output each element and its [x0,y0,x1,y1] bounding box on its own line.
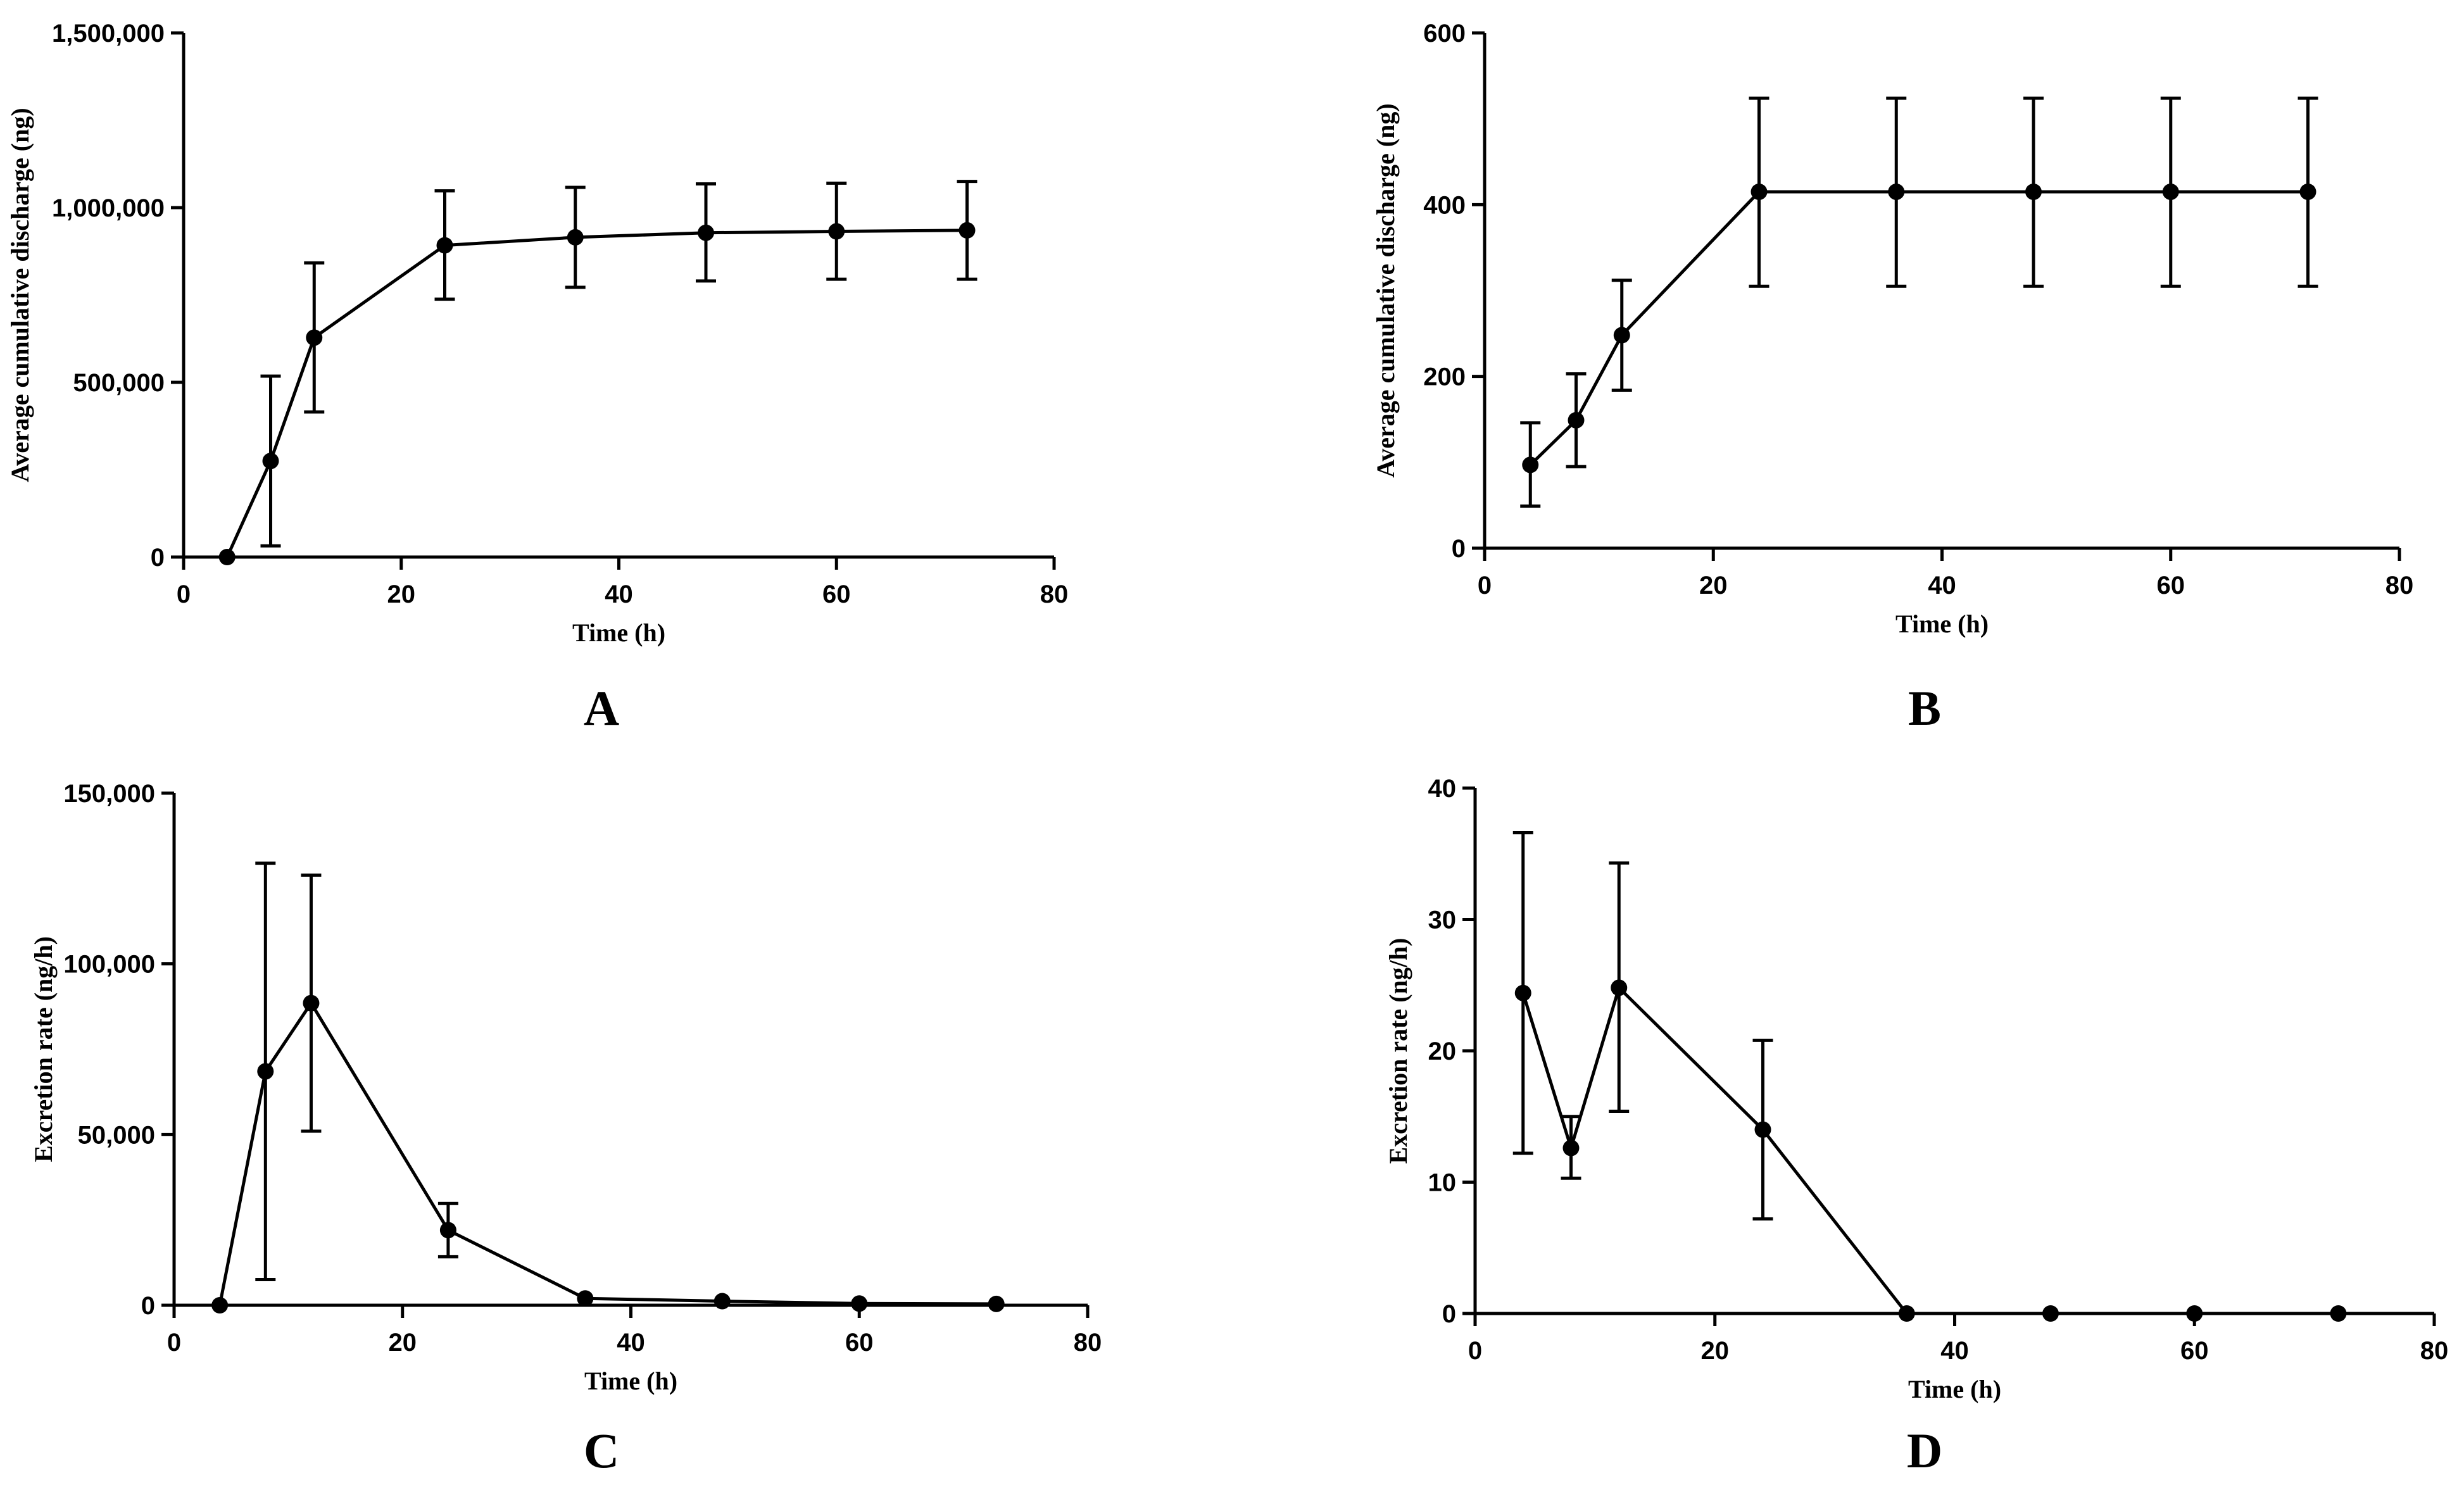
x-tick-label: 60 [2157,572,2185,599]
data-point [1568,411,1585,429]
y-tick-label: 1,000,000 [52,194,165,222]
y-tick-label: 20 [1428,1038,1457,1065]
series-line [1529,190,2308,467]
y-axis-label: Average cumulative discharge (ng) [6,108,34,482]
data-point [1522,456,1539,473]
y-tick-label: 200 [1423,363,1466,391]
data-point [1888,183,1905,200]
chart-panel-a: 0 20 40 60 80 0 500,000 1,000,000 1,500,000 Time … [6,20,1068,736]
data-point [439,1222,456,1239]
y-tick-label: 50,000 [78,1121,155,1149]
x-tick-label: 0 [177,580,191,608]
data-point [2330,1305,2347,1322]
panel-label: B [1908,680,1941,736]
data-point [1514,984,1531,1001]
y-tick-label: 0 [151,544,165,572]
y-tick-label: 150,000 [63,780,155,808]
panel-label: C [584,1423,619,1478]
panel-label: D [1907,1423,1942,1478]
x-tick-label: 80 [1040,580,1069,608]
x-tick-label: 60 [845,1329,874,1357]
chart-panel-d: 0 20 40 60 80 0 10 20 30 40 Time (h) Excretion rate… [1384,775,2448,1478]
series-line [218,1001,996,1306]
x-tick-label: 20 [389,1329,417,1357]
data-point [959,222,976,239]
data-point [2042,1305,2059,1322]
data-point [306,329,323,346]
data-point [436,237,453,254]
data-point [577,1290,594,1307]
data-point [2299,183,2316,200]
data-point [2162,183,2179,200]
x-tick-label: 0 [1478,572,1492,599]
y-axis-label: Excretion rate (ng/h) [1384,938,1412,1164]
y-tick-label: 0 [1452,535,1466,563]
y-tick-label: 0 [141,1292,155,1320]
data-point [828,223,845,240]
data-point [303,994,320,1012]
x-tick-label: 20 [1699,572,1728,599]
x-tick-label: 0 [167,1329,181,1357]
data-point [1754,1121,1771,1138]
y-tick-label: 10 [1428,1169,1457,1197]
x-axis-label: Time (h) [584,1367,677,1395]
data-point [1611,979,1628,996]
x-axis-label: Time (h) [1908,1375,2001,1403]
x-tick-label: 20 [1701,1337,1730,1365]
data-point [257,1063,274,1080]
y-tick-label: 40 [1428,775,1457,803]
y-tick-label: 100,000 [63,951,155,979]
y-tick-label: 400 [1423,191,1466,219]
y-tick-label: 600 [1423,20,1466,47]
x-tick-label: 0 [1468,1337,1482,1365]
data-point [262,453,279,470]
x-tick-label: 20 [387,580,416,608]
x-axis-label: Time (h) [1895,610,1989,638]
data-point [2025,183,2042,200]
series-line [225,229,967,558]
data-point [1751,183,1768,200]
data-point [1562,1139,1580,1157]
series-line [1521,986,2339,1315]
x-tick-label: 80 [2385,572,2414,599]
x-tick-label: 40 [1940,1337,1969,1365]
data-point [567,229,584,246]
y-tick-label: 0 [1442,1300,1456,1328]
data-point [851,1295,868,1312]
x-tick-label: 40 [605,580,633,608]
data-point [1898,1305,1915,1322]
y-tick-label: 1,500,000 [52,20,165,47]
data-point [211,1297,229,1313]
data-point [988,1295,1005,1312]
panel-label: A [584,680,619,736]
x-tick-label: 80 [1074,1329,1102,1357]
chart-panel-c: 0 20 40 60 80 0 50,000 100,000 150,000 Time (h) Ex… [29,780,1102,1478]
y-axis-label: Excretion rate (ng/h) [29,936,58,1162]
y-tick-label: 30 [1428,906,1457,934]
x-tick-label: 40 [617,1329,645,1357]
data-point [698,224,714,241]
y-tick-label: 500,000 [73,369,165,397]
chart-panel-b: 0 20 40 60 80 0 200 400 600 Time (h) Average cumul… [1371,20,2413,736]
x-tick-label: 80 [2420,1337,2449,1365]
x-tick-label: 60 [822,580,851,608]
data-point [1613,327,1630,344]
x-tick-label: 60 [2180,1337,2209,1365]
data-point [2186,1305,2203,1322]
data-point [218,549,236,565]
y-axis-label: Average cumulative discharge (ng) [1371,103,1400,477]
x-tick-label: 40 [1928,572,1956,599]
x-axis-label: Time (h) [572,618,665,647]
data-point [713,1293,731,1310]
